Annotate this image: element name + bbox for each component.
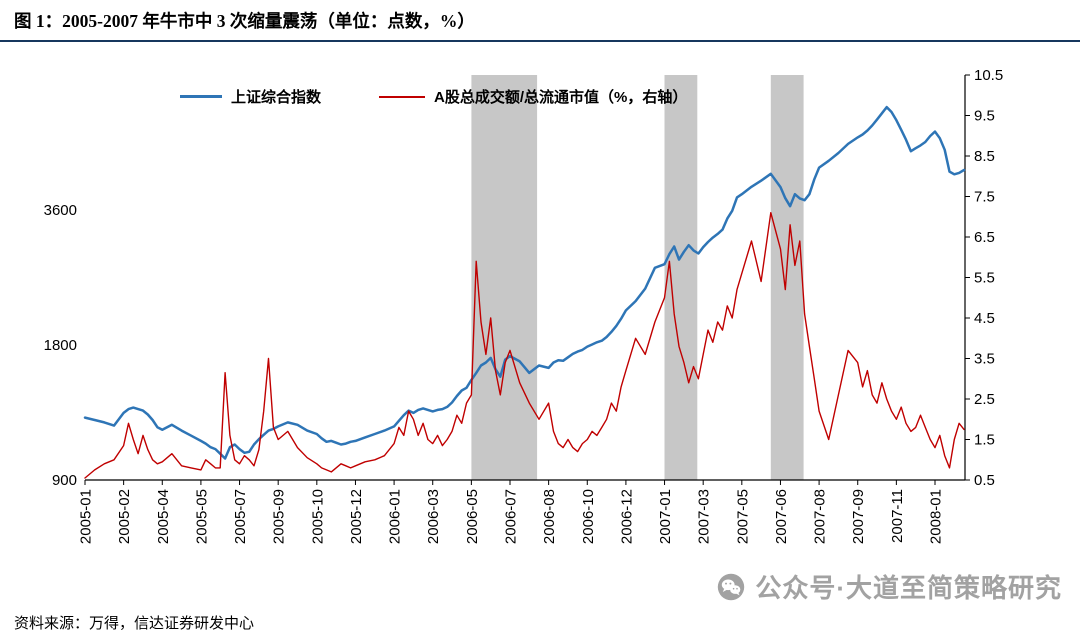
right-axis-label: 3.5 bbox=[974, 351, 995, 368]
x-axis-label: 2006-01 bbox=[387, 489, 404, 544]
series-turnover-ratio bbox=[84, 211, 965, 479]
left-axis-label: 1800 bbox=[44, 337, 77, 354]
wechat-icon bbox=[718, 573, 745, 600]
x-axis-label: 2006-10 bbox=[580, 489, 597, 544]
x-axis-label: 2007-03 bbox=[696, 489, 713, 544]
right-axis-label: 10.5 bbox=[974, 67, 1003, 84]
legend-label-turnover-ratio: A股总成交额/总流通市值（%，右轴） bbox=[434, 89, 688, 106]
right-axis-label: 0.5 bbox=[974, 472, 995, 489]
right-axis-label: 2.5 bbox=[974, 391, 995, 408]
right-axis-label: 8.5 bbox=[974, 148, 995, 165]
legend-item-sse-index: 上证综合指数 bbox=[180, 86, 321, 107]
chart-legend: 上证综合指数 A股总成交额/总流通市值（%，右轴） bbox=[180, 86, 687, 107]
x-axis-label: 2007-08 bbox=[812, 489, 829, 544]
legend-item-turnover-ratio: A股总成交额/总流通市值（%，右轴） bbox=[379, 86, 687, 107]
left-axis-label: 900 bbox=[52, 472, 77, 489]
legend-line-sample-blue bbox=[180, 95, 222, 98]
x-axis-label: 2006-08 bbox=[541, 489, 558, 544]
right-axis-label: 4.5 bbox=[974, 310, 995, 327]
x-axis-label: 2005-02 bbox=[116, 489, 133, 544]
right-axis-label: 1.5 bbox=[974, 432, 995, 449]
x-axis-label: 2007-09 bbox=[850, 489, 867, 544]
legend-label-sse-index: 上证综合指数 bbox=[231, 89, 322, 106]
x-axis-label: 2007-06 bbox=[773, 489, 790, 544]
right-axis-label: 9.5 bbox=[974, 108, 995, 125]
right-axis-label: 7.5 bbox=[974, 189, 995, 206]
x-axis-label: 2007-01 bbox=[657, 489, 674, 544]
x-axis-label: 2005-12 bbox=[348, 489, 365, 544]
shaded-band bbox=[770, 75, 804, 480]
x-axis-label: 2005-01 bbox=[78, 489, 95, 544]
series-sse-index bbox=[83, 105, 966, 460]
source-note: 资料来源：万得，信达证券研发中心 bbox=[14, 616, 255, 632]
x-axis-label: 2006-03 bbox=[425, 489, 442, 544]
x-axis-label: 2006-07 bbox=[503, 489, 520, 544]
x-axis-label: 2006-12 bbox=[618, 489, 635, 544]
shaded-band bbox=[664, 75, 698, 480]
right-axis-label: 5.5 bbox=[974, 270, 995, 287]
right-axis-label: 6.5 bbox=[974, 229, 995, 246]
x-axis-label: 2008-01 bbox=[928, 489, 945, 544]
x-axis-label: 2005-04 bbox=[155, 489, 172, 544]
x-axis-label: 2005-09 bbox=[271, 489, 288, 544]
x-axis-label: 2005-10 bbox=[309, 489, 326, 544]
title-divider bbox=[0, 40, 1080, 42]
watermark: 公众号·大道至简策略研究 bbox=[717, 568, 1062, 605]
watermark-text: 公众号·大道至简策略研究 bbox=[755, 573, 1062, 603]
shaded-band bbox=[471, 75, 538, 480]
legend-line-sample-red bbox=[379, 95, 426, 98]
x-axis-label: 2007-11 bbox=[889, 489, 906, 543]
x-axis-label: 2005-07 bbox=[232, 489, 249, 544]
x-axis-label: 2007-05 bbox=[734, 489, 751, 544]
figure-title: 图 1：2005-2007 年牛市中 3 次缩量震荡（单位：点数，%） bbox=[14, 11, 475, 31]
left-axis-label: 3600 bbox=[44, 202, 77, 219]
x-axis-label: 2006-05 bbox=[464, 489, 481, 544]
x-axis-label: 2005-05 bbox=[193, 489, 210, 544]
